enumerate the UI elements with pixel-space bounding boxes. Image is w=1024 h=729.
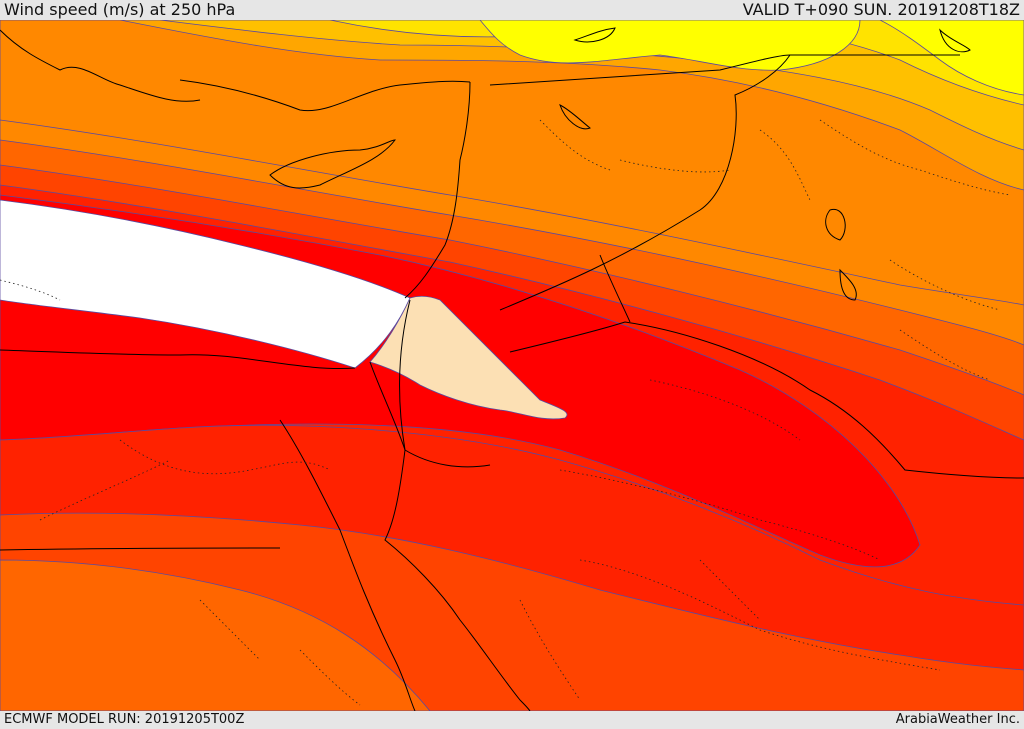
band-yellow <box>479 20 1024 96</box>
valid-time: VALID T+090 SUN. 20191208T18Z <box>742 0 1020 19</box>
admin-boundaries <box>0 119 1011 706</box>
coastlines <box>0 27 971 711</box>
peak-wind-area <box>0 199 411 369</box>
map-header: Wind speed (m/s) at 250 hPa VALID T+090 … <box>0 0 1024 20</box>
map-footer: ECMWF MODEL RUN: 20191205T00Z ArabiaWeat… <box>0 711 1024 729</box>
map-title: Wind speed (m/s) at 250 hPa <box>4 0 236 19</box>
wind-map-svg <box>0 20 1024 711</box>
calm-wind-area <box>369 295 568 420</box>
band-south-dark-orange <box>0 559 431 711</box>
wind-speed-map[interactable] <box>0 20 1024 711</box>
model-run-label: ECMWF MODEL RUN: 20191205T00Z <box>4 712 245 727</box>
political-borders <box>0 54 1024 551</box>
credit-label: ArabiaWeather Inc. <box>895 712 1020 727</box>
